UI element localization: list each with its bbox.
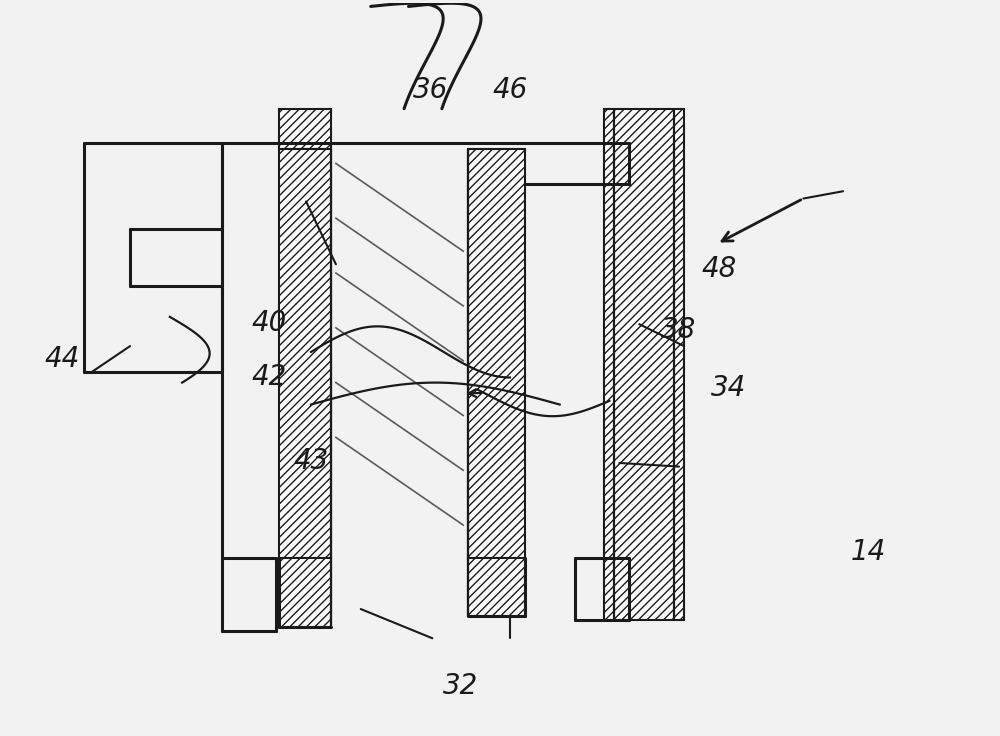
Text: 44: 44: [45, 345, 80, 373]
Bar: [279, 149, 331, 558]
Text: 48: 48: [701, 255, 736, 283]
Text: 46: 46: [492, 77, 528, 105]
Text: 38: 38: [661, 316, 697, 344]
Bar: [468, 149, 525, 558]
Text: 43: 43: [293, 447, 329, 475]
Bar: [604, 109, 684, 620]
Text: 14: 14: [850, 538, 886, 566]
Text: 32: 32: [443, 672, 478, 700]
Text: 40: 40: [252, 308, 287, 336]
Text: 42: 42: [252, 363, 287, 391]
Bar: [279, 558, 331, 627]
Bar: [468, 558, 525, 616]
Text: 36: 36: [413, 77, 448, 105]
Bar: [279, 109, 331, 149]
Text: 34: 34: [711, 375, 746, 403]
